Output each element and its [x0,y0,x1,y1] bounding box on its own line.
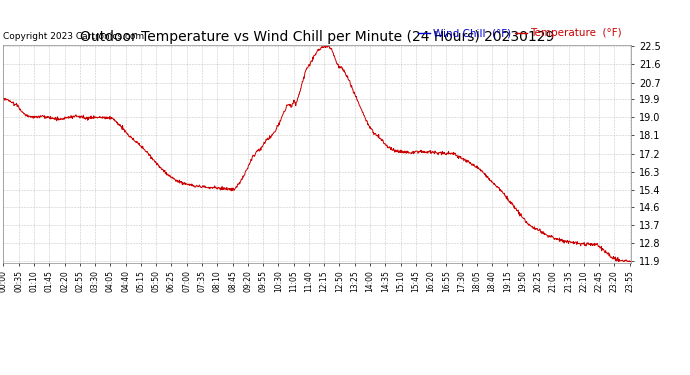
Text: Copyright 2023 Cartronics.com: Copyright 2023 Cartronics.com [3,32,145,40]
Title: Outdoor Temperature vs Wind Chill per Minute (24 Hours) 20230129: Outdoor Temperature vs Wind Chill per Mi… [80,30,555,44]
Legend: Wind Chill  (°F), Temperature  (°F): Wind Chill (°F), Temperature (°F) [414,24,626,42]
